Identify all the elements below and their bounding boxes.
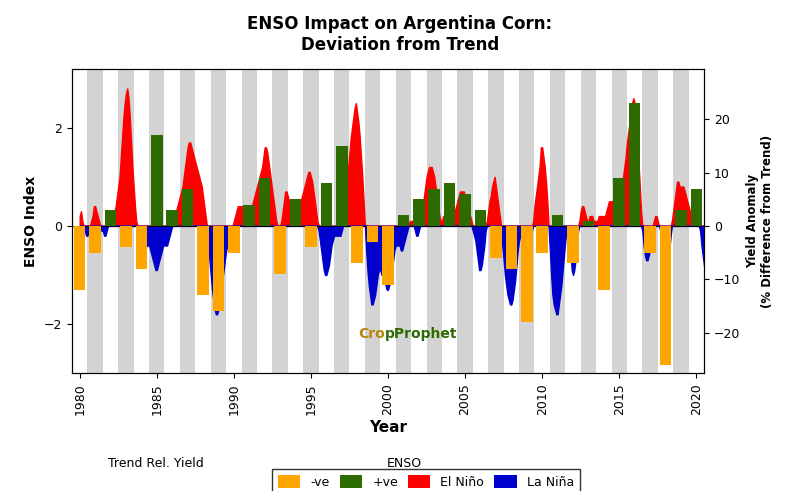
- Bar: [105, 210, 116, 226]
- Bar: [321, 183, 332, 226]
- Bar: [459, 194, 471, 226]
- Bar: [180, 69, 195, 373]
- Bar: [272, 69, 288, 373]
- Bar: [242, 69, 257, 373]
- Bar: [87, 69, 103, 373]
- Bar: [396, 69, 411, 373]
- Bar: [90, 226, 101, 253]
- Bar: [135, 226, 147, 269]
- Bar: [658, 69, 673, 373]
- Bar: [614, 178, 625, 226]
- Bar: [210, 69, 226, 373]
- Bar: [290, 199, 302, 226]
- Bar: [519, 69, 534, 373]
- Bar: [660, 226, 671, 365]
- Bar: [506, 226, 517, 269]
- Bar: [411, 69, 426, 373]
- Text: ENSO: ENSO: [386, 458, 422, 470]
- Bar: [521, 226, 533, 322]
- Bar: [380, 69, 396, 373]
- Bar: [488, 69, 504, 373]
- Bar: [195, 69, 210, 373]
- Text: pProphet: pProphet: [385, 327, 458, 341]
- Bar: [120, 226, 132, 247]
- Text: Cro: Cro: [358, 327, 385, 341]
- Bar: [504, 69, 519, 373]
- Bar: [274, 226, 286, 274]
- Bar: [582, 220, 594, 226]
- Bar: [689, 69, 704, 373]
- Text: ENSO Impact on Argentina Corn:
Deviation from Trend: ENSO Impact on Argentina Corn: Deviation…: [247, 15, 553, 54]
- Bar: [305, 226, 317, 247]
- Y-axis label: Yield Anomaly
(% Difference from Trend): Yield Anomaly (% Difference from Trend): [746, 135, 774, 307]
- Bar: [134, 69, 149, 373]
- Bar: [673, 69, 689, 373]
- Bar: [490, 226, 502, 258]
- Bar: [642, 69, 658, 373]
- Bar: [442, 69, 458, 373]
- Bar: [382, 226, 394, 285]
- Bar: [318, 69, 334, 373]
- Legend: -ve, +ve, El Niño, La Niña: -ve, +ve, El Niño, La Niña: [272, 468, 580, 491]
- Bar: [151, 136, 162, 226]
- Bar: [103, 69, 118, 373]
- Bar: [473, 69, 488, 373]
- Bar: [598, 226, 610, 290]
- Bar: [413, 199, 425, 226]
- Bar: [581, 69, 596, 373]
- Bar: [350, 69, 365, 373]
- Bar: [288, 69, 303, 373]
- Bar: [72, 69, 87, 373]
- Bar: [596, 69, 611, 373]
- Bar: [611, 69, 627, 373]
- Bar: [228, 226, 240, 253]
- Bar: [426, 69, 442, 373]
- Bar: [567, 226, 578, 263]
- Bar: [627, 69, 642, 373]
- Bar: [474, 210, 486, 226]
- Bar: [552, 216, 563, 226]
- Bar: [259, 178, 270, 226]
- Bar: [257, 69, 272, 373]
- Bar: [351, 226, 363, 263]
- Y-axis label: ENSO Index: ENSO Index: [24, 175, 38, 267]
- Bar: [675, 210, 686, 226]
- Bar: [213, 226, 224, 311]
- Bar: [165, 69, 180, 373]
- Bar: [182, 189, 194, 226]
- Bar: [243, 205, 255, 226]
- Bar: [118, 69, 134, 373]
- Bar: [398, 216, 409, 226]
- Bar: [534, 69, 550, 373]
- Bar: [429, 189, 440, 226]
- Bar: [367, 226, 378, 242]
- Bar: [336, 146, 347, 226]
- Bar: [74, 226, 86, 290]
- Bar: [198, 226, 209, 295]
- Bar: [690, 189, 702, 226]
- Bar: [226, 69, 242, 373]
- Bar: [334, 69, 350, 373]
- Bar: [629, 104, 641, 226]
- Bar: [566, 69, 581, 373]
- Bar: [303, 69, 318, 373]
- Bar: [536, 226, 548, 253]
- Bar: [458, 69, 473, 373]
- Text: Trend Rel. Yield: Trend Rel. Yield: [108, 458, 204, 470]
- Bar: [550, 69, 566, 373]
- Bar: [444, 183, 455, 226]
- Bar: [149, 69, 165, 373]
- X-axis label: Year: Year: [369, 420, 407, 436]
- Bar: [365, 69, 380, 373]
- Bar: [644, 226, 656, 253]
- Bar: [166, 210, 178, 226]
